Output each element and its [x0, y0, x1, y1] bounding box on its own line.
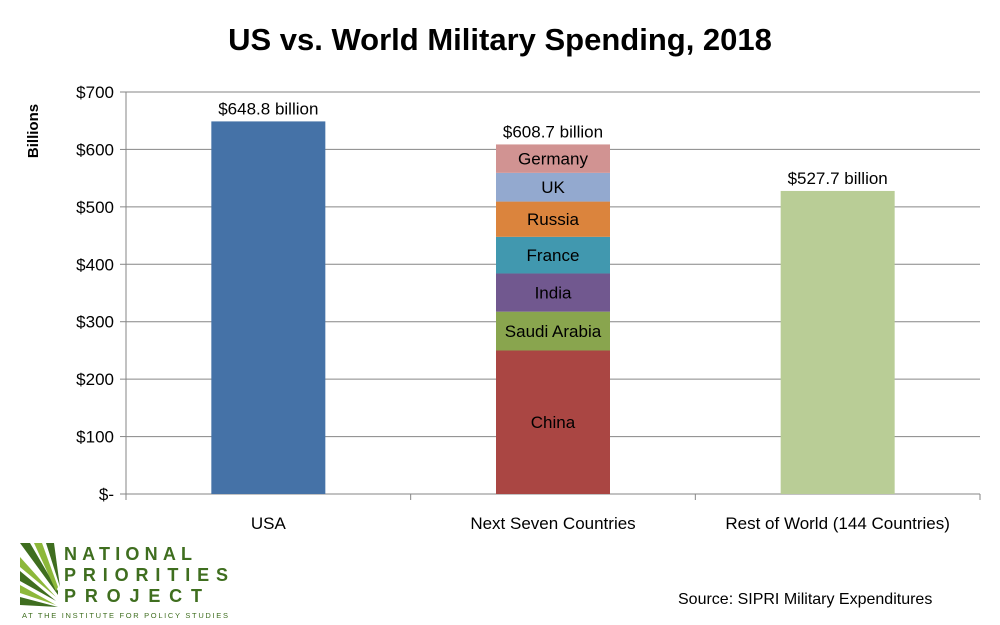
y-tick-label: $700: [76, 83, 114, 102]
y-tick-label: $100: [76, 428, 114, 447]
npp-logo: NATIONAL PRIORITIES PROJECT AT THE INSTI…: [20, 543, 228, 620]
bar-segment-france: [496, 236, 610, 274]
sunburst-icon: [20, 543, 60, 607]
chart-title: US vs. World Military Spending, 2018: [228, 22, 772, 57]
segment-label: Saudi Arabia: [505, 322, 602, 341]
y-tick-label: $-: [99, 485, 114, 504]
bar-segment-uk: [496, 172, 610, 202]
logo-line2: PRIORITIES: [64, 565, 228, 585]
y-tick-label: $200: [76, 370, 114, 389]
y-tick-label: $500: [76, 198, 114, 217]
y-tick-label: $300: [76, 313, 114, 332]
bar-segment-china: [496, 350, 610, 494]
segment-label: Russia: [527, 210, 580, 229]
source-note: Source: SIPRI Military Expenditures: [678, 591, 933, 608]
chart-area: $- $100 $200 $300 $400 $500 $600 $700 $648.8 bil…: [76, 83, 981, 533]
y-axis-label: Billions: [25, 103, 42, 159]
total-label: $648.8 billion: [218, 99, 318, 118]
x-tick-label: Rest of World (144 Countries): [725, 514, 950, 533]
total-label: $608.7 billion: [503, 122, 603, 141]
logo-line1: NATIONAL: [64, 544, 192, 564]
bar-segment-saudi-arabia: [496, 311, 610, 351]
segment-label: India: [535, 284, 572, 303]
y-tick-label: $400: [76, 255, 114, 274]
segment-label: Germany: [518, 150, 588, 169]
logo-line3: PROJECT: [64, 586, 202, 606]
y-tick-label: $600: [76, 140, 114, 159]
segment-label: France: [527, 246, 580, 265]
logo-tagline: AT THE INSTITUTE FOR POLICY STUDIES: [22, 611, 228, 620]
bar-segment-germany: [496, 144, 610, 173]
bar-segment-usa: [211, 121, 326, 494]
bar-segment-india: [496, 273, 610, 312]
segment-label: UK: [541, 178, 565, 197]
segment-label: China: [531, 413, 576, 432]
bar-segment-russia: [496, 201, 610, 237]
bar-segment-rest-of-world-countries-: [780, 190, 895, 494]
x-tick-label: USA: [251, 514, 287, 533]
total-label: $527.7 billion: [788, 169, 888, 188]
x-tick-label: Next Seven Countries: [470, 514, 635, 533]
